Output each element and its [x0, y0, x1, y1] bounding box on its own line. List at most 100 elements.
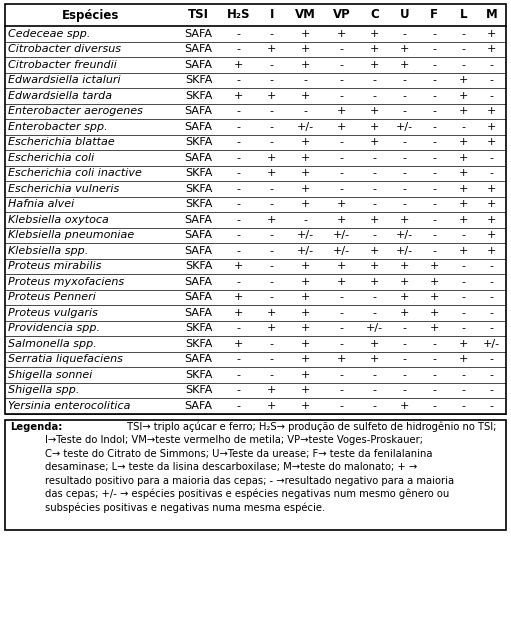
Text: +: +	[337, 106, 346, 116]
Text: -: -	[402, 106, 406, 116]
Bar	[5, 4, 506, 414]
Text: Proteus Penneri: Proteus Penneri	[8, 292, 96, 302]
Text: -: -	[432, 106, 436, 116]
Text: -: -	[339, 385, 343, 395]
Text: +: +	[300, 323, 310, 333]
Text: Enterobacter aerogenes: Enterobacter aerogenes	[8, 106, 143, 116]
Text: -: -	[237, 385, 241, 395]
Text: SAFA: SAFA	[185, 246, 213, 256]
Text: -: -	[432, 215, 436, 225]
Text: +: +	[300, 385, 310, 395]
Text: -: -	[237, 323, 241, 333]
Text: +: +	[459, 106, 468, 116]
Text: -: -	[339, 91, 343, 101]
Text: +: +	[370, 246, 379, 256]
Text: -: -	[237, 106, 241, 116]
Text: -: -	[237, 354, 241, 364]
Text: VP: VP	[333, 9, 350, 21]
Text: -: -	[270, 261, 274, 271]
Text: -: -	[461, 323, 466, 333]
Text: -: -	[373, 370, 377, 380]
Text: +: +	[370, 29, 379, 39]
Text: Proteus mirabilis: Proteus mirabilis	[8, 261, 101, 271]
Text: Edwardsiella tarda: Edwardsiella tarda	[8, 91, 112, 101]
Text: +: +	[430, 323, 439, 333]
Text: SAFA: SAFA	[185, 215, 213, 225]
Text: -: -	[402, 75, 406, 85]
Text: +: +	[300, 199, 310, 209]
Text: +: +	[300, 401, 310, 411]
Text: +: +	[430, 277, 439, 287]
Text: -: -	[237, 277, 241, 287]
Text: -: -	[373, 292, 377, 302]
Text: SKFA: SKFA	[185, 385, 213, 395]
Text: +: +	[487, 246, 497, 256]
Text: TSI→ triplo açúcar e ferro; H₂S→ produção de sulfeto de hidrogênio no TSI;: TSI→ triplo açúcar e ferro; H₂S→ produçã…	[124, 421, 496, 432]
Text: SAFA: SAFA	[185, 308, 213, 318]
Text: -: -	[237, 370, 241, 380]
Text: -: -	[461, 261, 466, 271]
Text: -: -	[402, 339, 406, 349]
Text: -: -	[490, 59, 494, 69]
Text: -: -	[270, 59, 274, 69]
Text: -: -	[339, 323, 343, 333]
Text: SKFA: SKFA	[185, 339, 213, 349]
Text: -: -	[432, 91, 436, 101]
Text: -: -	[490, 153, 494, 163]
Text: -: -	[373, 308, 377, 318]
Text: -: -	[339, 44, 343, 54]
Text: -: -	[490, 308, 494, 318]
Text: +/-: +/-	[296, 230, 314, 240]
Text: +: +	[459, 91, 468, 101]
Text: -: -	[339, 75, 343, 85]
Text: -: -	[432, 246, 436, 256]
Text: +: +	[300, 339, 310, 349]
Text: +: +	[370, 59, 379, 69]
Text: +: +	[459, 246, 468, 256]
Text: -: -	[373, 91, 377, 101]
Text: -: -	[339, 168, 343, 178]
Text: +: +	[459, 153, 468, 163]
Text: Providencia spp.: Providencia spp.	[8, 323, 100, 333]
Text: Shigella sonnei: Shigella sonnei	[8, 370, 92, 380]
Text: +: +	[430, 308, 439, 318]
Text: -: -	[461, 385, 466, 395]
Text: SAFA: SAFA	[185, 230, 213, 240]
Bar	[5, 419, 506, 530]
Text: -: -	[339, 401, 343, 411]
Text: -: -	[461, 230, 466, 240]
Text: -: -	[490, 91, 494, 101]
Text: +: +	[300, 354, 310, 364]
Text: +: +	[300, 277, 310, 287]
Text: -: -	[270, 29, 274, 39]
Text: SAFA: SAFA	[185, 277, 213, 287]
Text: +: +	[267, 215, 276, 225]
Text: Escherichia blattae: Escherichia blattae	[8, 137, 115, 147]
Text: Citrobacter freundii: Citrobacter freundii	[8, 59, 117, 69]
Text: +: +	[370, 121, 379, 131]
Text: -: -	[432, 59, 436, 69]
Text: C: C	[370, 9, 379, 21]
Text: SAFA: SAFA	[185, 29, 213, 39]
Text: +: +	[370, 44, 379, 54]
Text: +: +	[300, 44, 310, 54]
Text: +: +	[459, 168, 468, 178]
Text: F: F	[430, 9, 438, 21]
Text: +: +	[370, 137, 379, 147]
Text: +: +	[267, 401, 276, 411]
Text: -: -	[237, 168, 241, 178]
Text: -: -	[402, 91, 406, 101]
Text: -: -	[270, 121, 274, 131]
Text: -: -	[237, 230, 241, 240]
Text: -: -	[402, 354, 406, 364]
Text: -: -	[490, 385, 494, 395]
Text: -: -	[432, 230, 436, 240]
Text: +: +	[337, 29, 346, 39]
Text: +/-: +/-	[333, 230, 350, 240]
Text: +: +	[300, 29, 310, 39]
Text: +: +	[300, 184, 310, 194]
Text: +: +	[267, 44, 276, 54]
Text: SKFA: SKFA	[185, 323, 213, 333]
Text: Klebsiella pneumoniae: Klebsiella pneumoniae	[8, 230, 134, 240]
Text: +: +	[337, 261, 346, 271]
